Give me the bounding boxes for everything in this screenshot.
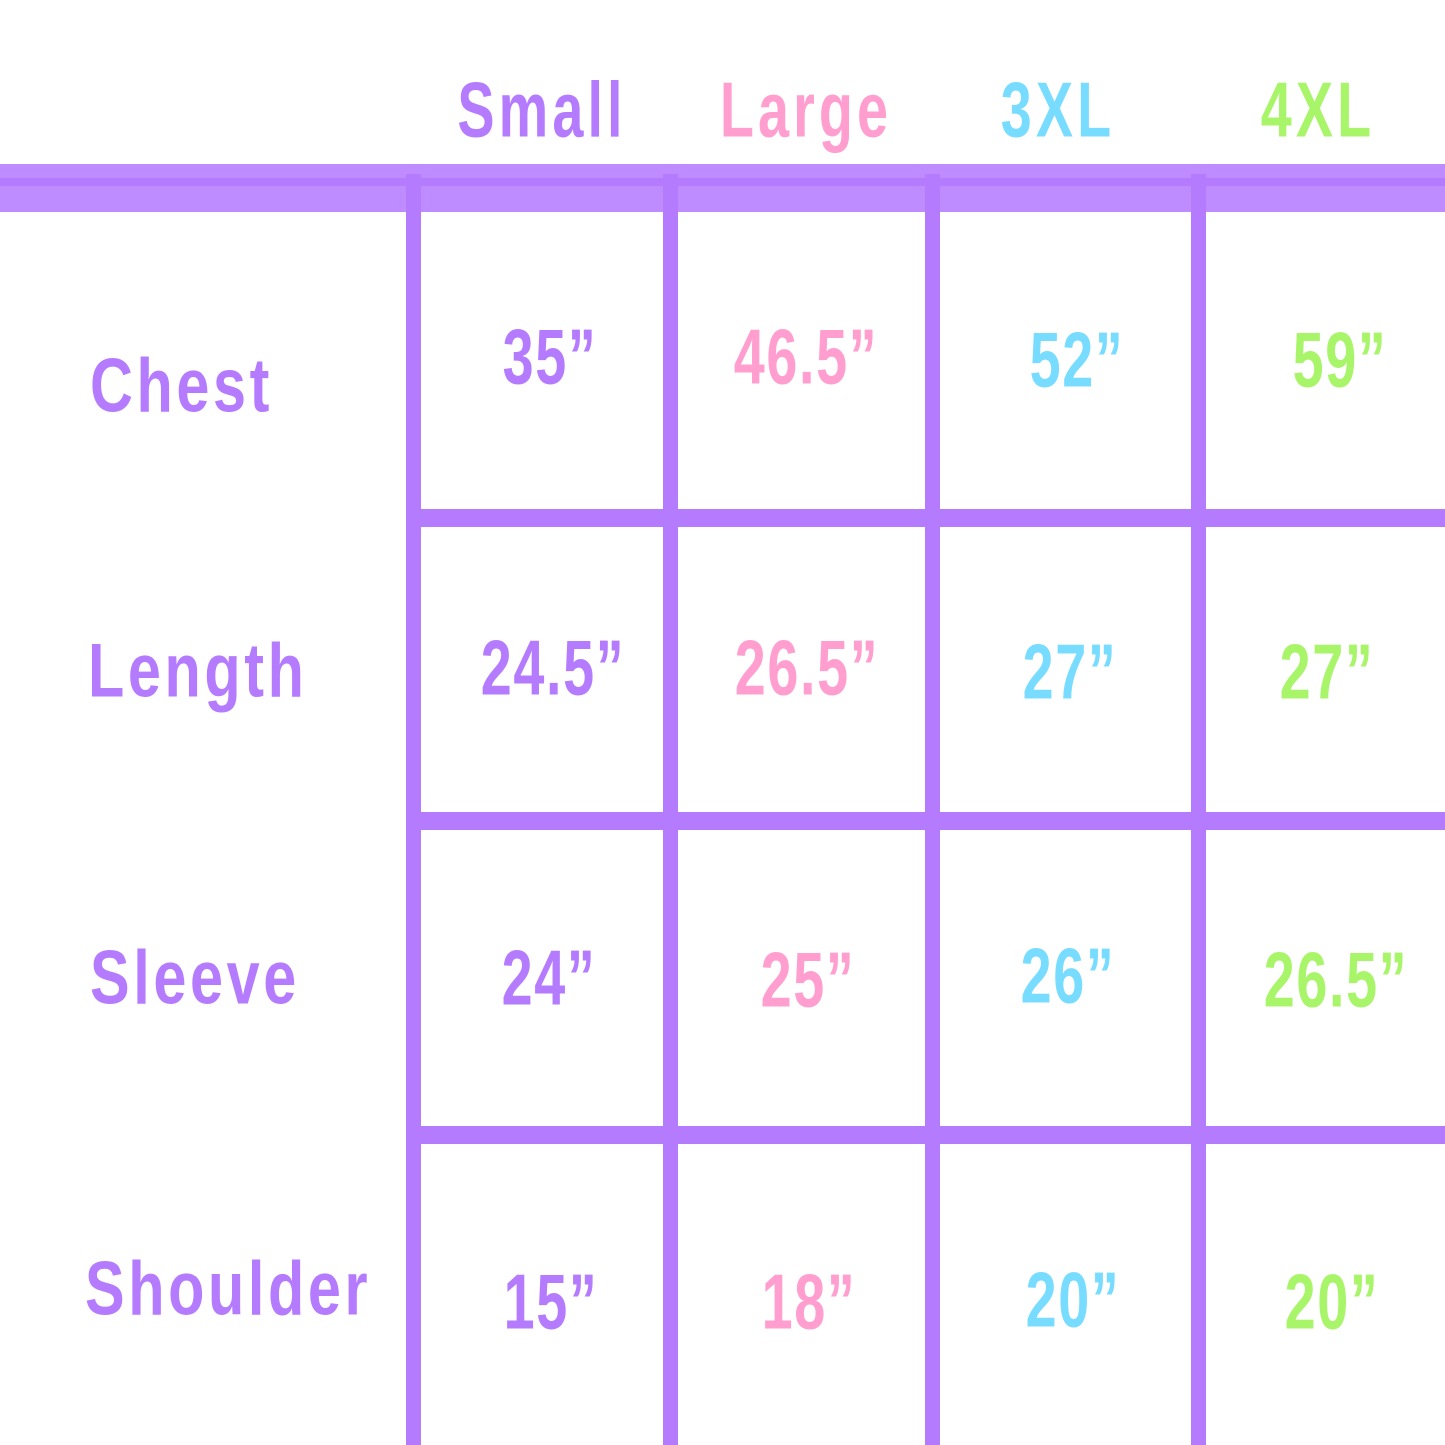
column-header-small: Small (457, 66, 627, 154)
grid-line-vertical (925, 174, 940, 1445)
cell-value: 46.5” (733, 313, 879, 401)
grid-line-horizontal (406, 1126, 1445, 1144)
grid-line-horizontal (406, 509, 1445, 527)
column-header-4xl: 4XL (1260, 66, 1376, 154)
cell-value: 52” (1029, 316, 1125, 404)
column-header-3xl: 3XL (1000, 66, 1116, 154)
cell-value: 27” (1022, 628, 1118, 716)
row-label-shoulder: Shoulder (85, 1245, 372, 1331)
grid-line-vertical (663, 174, 678, 1445)
cell-value: 18” (761, 1258, 857, 1346)
cell-value: 59” (1292, 316, 1388, 404)
cell-value: 25” (760, 936, 856, 1024)
grid-line-horizontal (406, 812, 1445, 830)
row-label-length: Length (88, 627, 308, 713)
cell-value: 20” (1025, 1256, 1121, 1344)
row-label-sleeve: Sleeve (90, 934, 300, 1020)
header-band (0, 164, 1445, 212)
header-band-stripe (0, 178, 1445, 186)
cell-value: 27” (1279, 628, 1375, 716)
grid-line-vertical (406, 174, 421, 1445)
cell-value: 26” (1020, 932, 1116, 1020)
cell-value: 20” (1284, 1258, 1380, 1346)
cell-value: 26.5” (734, 624, 880, 712)
grid-line-vertical (1191, 174, 1206, 1445)
column-header-large: Large (719, 66, 893, 154)
cell-value: 15” (503, 1258, 599, 1346)
cell-value: 24” (501, 934, 597, 1022)
cell-value: 26.5” (1263, 936, 1409, 1024)
row-label-chest: Chest (90, 342, 274, 428)
cell-value: 35” (502, 313, 598, 401)
cell-value: 24.5” (480, 624, 626, 712)
